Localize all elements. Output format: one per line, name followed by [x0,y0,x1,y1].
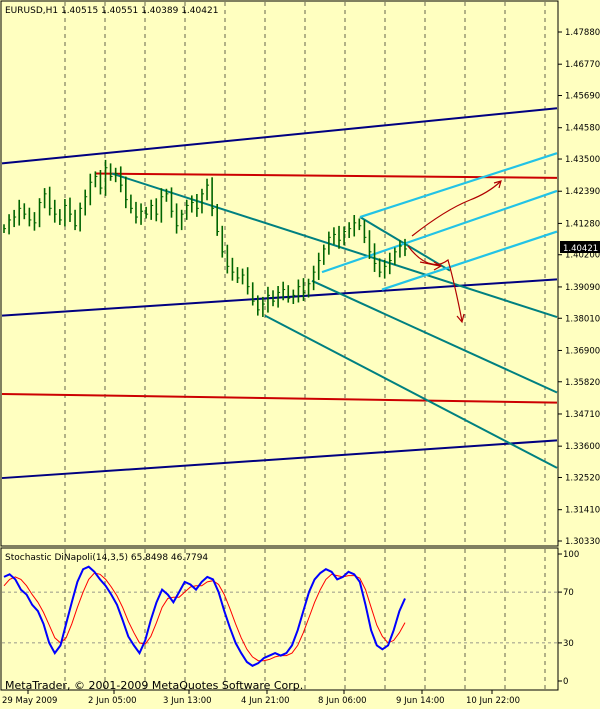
price-tick-label: 1.33600 [565,442,600,452]
teal-channel-lower [264,314,558,469]
price-tick-label: 1.46770 [565,60,600,70]
price-tick-label: 1.47880 [565,28,600,38]
forecast-arrow-down [407,245,463,322]
price-tick-label: 1.31410 [565,506,600,516]
price-tick-label: 1.42390 [565,187,600,197]
stochastic-tick-label: 100 [563,550,579,560]
price-tick-label: 1.34710 [565,410,600,420]
cyan-channel-lower [381,230,558,291]
forecast-arrow-mid-head [433,261,443,271]
price-bars [3,159,407,317]
copyright-text: MetaTrader, © 2001-2009 MetaQuotes Softw… [5,679,303,692]
time-axis: 29 May 2009 2 Jun 05:00 3 Jun 13:00 4 Jun 2… [2,690,520,706]
symbol-header: EURUSD,H1 1.40515 1.40551 1.40389 1.4042… [5,6,218,16]
stochastic-main-line [3,565,406,667]
stochastic-tick-label: 30 [563,639,574,649]
stochastic-lines [3,565,406,667]
forecast-arrow-up [411,181,501,237]
time-tick-label: 10 Jun 22:00 [466,696,520,706]
cyan-channel-upper [359,152,558,219]
current-price-tag [560,241,600,253]
time-tick-label: 9 Jun 14:00 [396,696,445,706]
grid [2,2,557,689]
stochastic-signal-line [3,572,406,662]
stochastic-axis: 100 70 30 0 [558,550,579,687]
stochastic-tick-label: 70 [563,588,574,598]
price-tick-label: 1.43500 [565,155,600,165]
price-tick-label: 1.38010 [565,314,600,324]
time-tick-label: 3 Jun 13:00 [163,696,212,706]
forecast-arrow-mid [419,261,441,267]
price-tick-label: 1.41280 [565,219,600,229]
navy-channel-middle [1,278,558,317]
price-tick-label: 1.30330 [565,537,600,547]
indicator-title: Stochastic DiNapoli(14,3,5) 65.8498 46.7… [5,553,208,563]
forecast-arrows [407,180,502,324]
price-axis: 1.47880 1.46770 1.45690 1.44580 1.43500 1.423… [558,28,600,547]
time-tick-label: 8 Jun 06:00 [318,696,367,706]
teal-channel-upper [111,172,558,319]
price-tick-label: 1.45690 [565,92,600,102]
navy-channel-lower [1,439,558,480]
navy-channel-upper [1,107,558,165]
red-line-lower [1,392,558,404]
indicator-plot-frame [0,547,559,691]
price-tick-label: 1.44580 [565,124,600,134]
price-tick-label: 1.36900 [565,346,600,356]
price-tick-label: 1.39090 [565,283,600,293]
price-tick-label: 1.35820 [565,378,600,388]
price-tick-label: 1.32520 [565,473,600,483]
time-tick-label: 4 Jun 21:00 [241,696,290,706]
time-tick-label: 29 May 2009 [2,696,57,706]
forecast-arrow-up-head [493,180,502,189]
time-tick-label: 2 Jun 05:00 [88,696,137,706]
stochastic-tick-label: 0 [563,677,568,687]
forecast-arrow-down-head [456,313,465,324]
teal-channel-middle [311,279,558,394]
main-plot-frame [0,0,559,547]
current-price-label: 1.40421 [563,244,598,254]
price-tick-label: 1.40200 [565,251,600,261]
cyan-channel-middle [321,189,558,274]
